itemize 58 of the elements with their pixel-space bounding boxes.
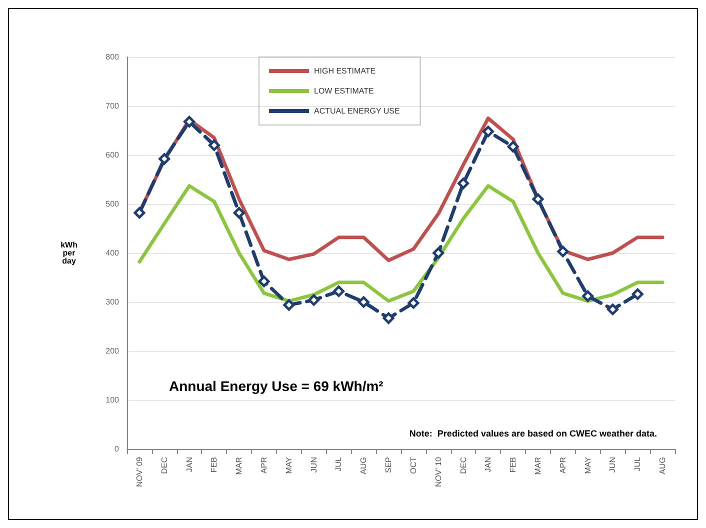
x-tick-label: NOV' 09	[134, 456, 144, 487]
point	[458, 178, 470, 190]
y-tick-label: 800	[106, 52, 120, 62]
point	[283, 299, 295, 311]
y-tick-label: 200	[106, 346, 120, 356]
point	[432, 247, 444, 259]
x-tick-label: OCT	[408, 456, 418, 474]
point	[184, 116, 196, 128]
point	[134, 207, 146, 219]
x-tick-label: FEB	[508, 457, 518, 473]
point	[408, 297, 420, 309]
legend-label: HIGH ESTIMATE	[314, 66, 376, 76]
point	[233, 207, 245, 219]
point	[632, 288, 644, 300]
x-tick-label: MAR	[534, 456, 542, 475]
x-tick-label: JUL	[633, 456, 642, 472]
x-tick-label: MAY	[284, 456, 294, 474]
y-tick-label: 600	[106, 150, 120, 160]
y-tick-label: 500	[106, 200, 120, 208]
x-tick-label: DEC	[160, 456, 169, 474]
point	[332, 285, 344, 297]
x-tick-label: AUG	[359, 457, 368, 474]
point	[557, 246, 569, 258]
point	[258, 276, 270, 288]
point	[158, 153, 170, 165]
point	[382, 312, 394, 324]
x-tick-label: JAN	[184, 456, 194, 472]
point	[532, 193, 544, 205]
x-tick-label: JUL	[334, 456, 344, 472]
y-tick-label: 300	[106, 298, 120, 306]
x-tick-label: APR	[260, 456, 268, 474]
point	[358, 296, 370, 308]
x-tick-label: MAR	[234, 456, 244, 475]
x-tick-label: JUN	[608, 456, 618, 473]
x-tick-label: AUG	[658, 457, 668, 474]
y-tick-label: 0	[114, 444, 120, 454]
point	[507, 140, 519, 152]
legend-label: LOW ESTIMATE	[314, 86, 374, 96]
annotation: Note: Predicted values are based on CWEC weather data.	[409, 428, 658, 438]
y-tick-label: 400	[106, 248, 120, 258]
x-tick-label: MAY	[583, 456, 592, 474]
point	[482, 126, 494, 138]
x-tick-label: JUN	[309, 456, 318, 473]
y-tick-label: 100	[106, 396, 120, 404]
point	[308, 294, 320, 306]
x-tick-label: NOV' 10	[434, 456, 443, 487]
point	[606, 304, 618, 316]
legend-label: ACTUAL ENERGY USE	[314, 106, 400, 116]
y-axis-title: kWh per day	[60, 240, 78, 266]
point	[582, 290, 594, 302]
point	[208, 139, 220, 151]
x-tick-label: SEP	[384, 457, 394, 474]
x-tick-label: JAN	[484, 456, 493, 472]
x-tick-label: DEC	[458, 456, 468, 474]
x-tick-label: FEB	[210, 457, 219, 473]
x-tick-label: APR	[558, 456, 568, 474]
annotation: Annual Energy Use = 69 kWh/m²	[169, 378, 384, 394]
y-tick-label: 700	[106, 102, 120, 110]
